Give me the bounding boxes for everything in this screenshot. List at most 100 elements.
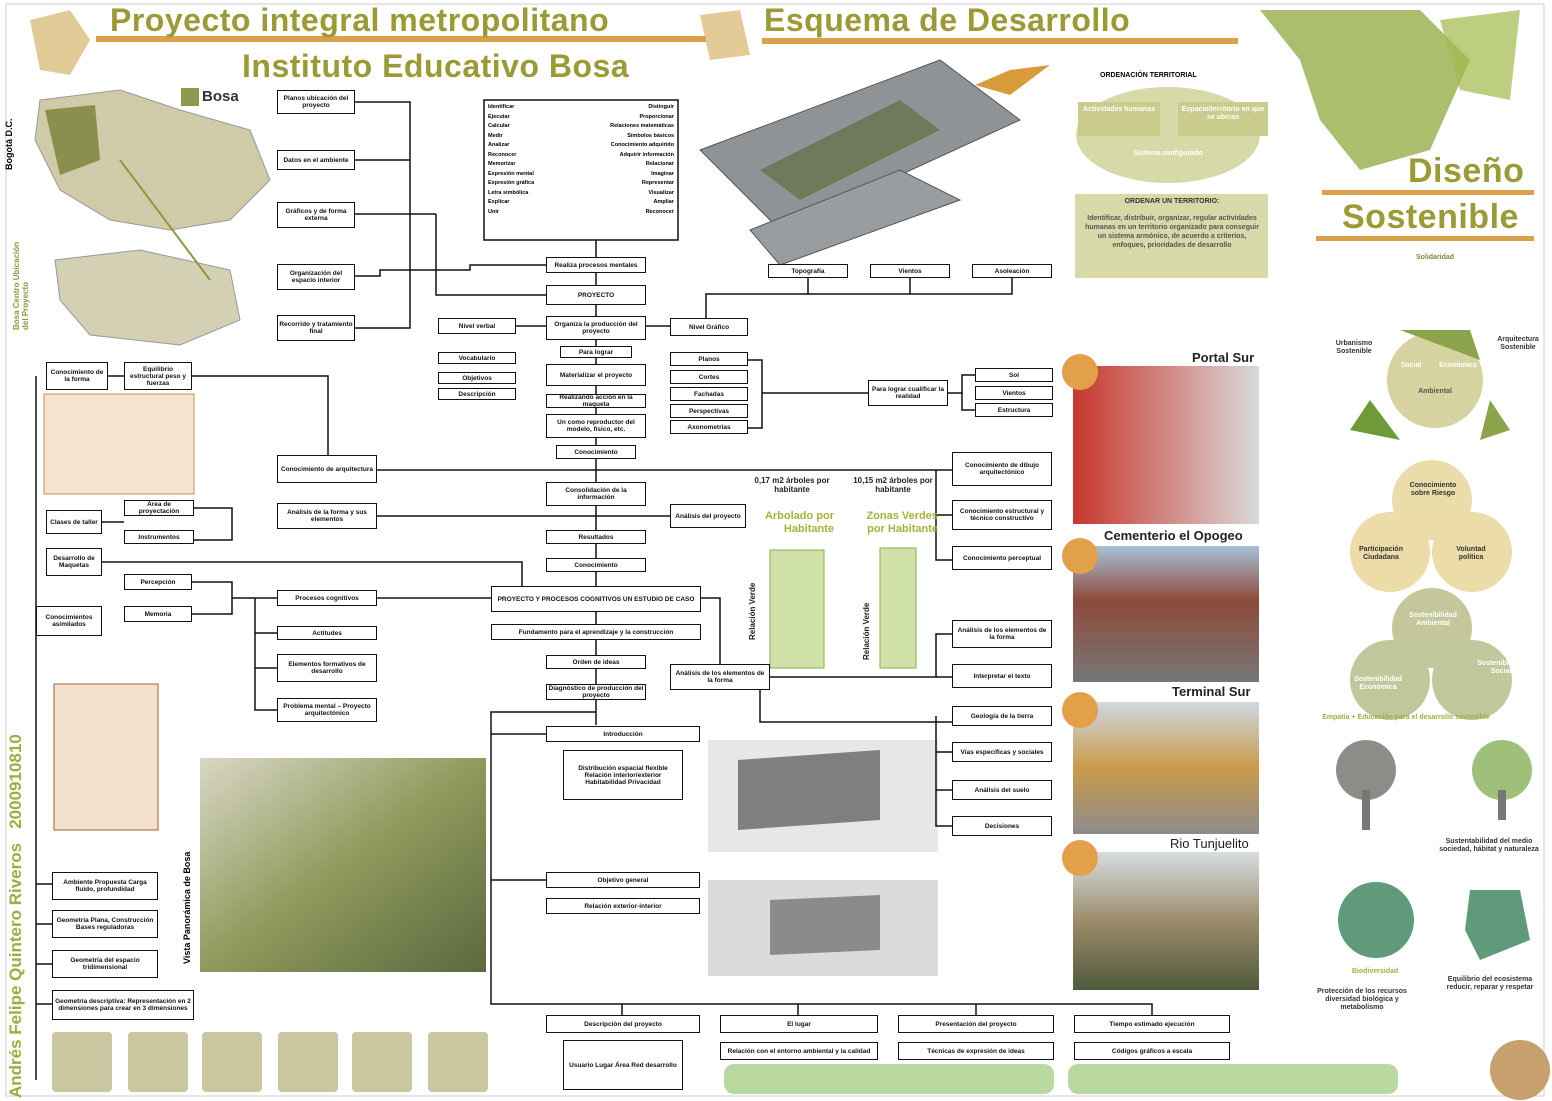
cycle-arrow (1480, 400, 1510, 440)
flow-box: Geometría del espacio tridimensional (52, 950, 158, 978)
verb: Relacionar (610, 160, 674, 170)
flow-box: Un como reproductor del modelo, físico, … (546, 414, 646, 438)
sustain-item: Equilibrio del ecosistema reducir, repar… (1436, 976, 1544, 992)
place-label: Cementerio el Opogeo (1104, 528, 1243, 543)
photo (1073, 366, 1259, 524)
flow-box: Presentación del proyecto (898, 1015, 1054, 1033)
aerial-photo (200, 758, 486, 972)
flow-box: Vocabulario (438, 352, 516, 364)
flow-box: Vientos (870, 264, 950, 278)
map-label: Bogotá D.C. (4, 90, 14, 170)
section-title: Diseño (1408, 152, 1524, 191)
connector (760, 690, 952, 722)
flow-box: Realizando acción en la maqueta (546, 394, 646, 408)
verb: Ampliar (610, 198, 674, 208)
flow-box: Memoria (124, 606, 192, 622)
flow-box: Desarrollo de Maquetas (46, 548, 102, 576)
flow-box: Tiempo estimado ejecución (1074, 1015, 1230, 1033)
flow-box: Materializar el proyecto (546, 364, 646, 386)
place-label: Rio Tunjuelito (1170, 836, 1249, 851)
camera-icon (1062, 538, 1098, 574)
sketch (44, 394, 194, 494)
verb: Memorizar (488, 160, 534, 170)
hand-icon (975, 65, 1050, 95)
recycle-icon (1465, 890, 1530, 960)
hand-icon (1490, 1040, 1550, 1100)
verb: Adquirir información (610, 151, 674, 161)
flow-box: Datos en el ambiente (277, 150, 355, 170)
flow-box: Elementos formativos de desarrollo (277, 654, 377, 682)
venn-label: Sostenibilidad Económica (1340, 676, 1416, 692)
flow-box: Para lograr cualificar la realidad (868, 380, 948, 406)
flow-box: Códigos gráficos a escala (1074, 1042, 1230, 1060)
connector (706, 278, 1012, 326)
flow-box: Geometría descriptiva: Representación en… (52, 990, 194, 1020)
render (738, 750, 880, 830)
flow-box: Relación con el entorno ambiental y la c… (720, 1042, 878, 1060)
connector (701, 598, 720, 664)
tree-figure (880, 548, 916, 668)
flow-box: Relación exterior-interior (546, 898, 700, 914)
verb: Medir (488, 132, 534, 142)
connector (255, 598, 277, 710)
locality-map (55, 250, 240, 345)
verb: Símbolos básicos (610, 132, 674, 142)
flow-box: Conocimientos asimilados (36, 606, 102, 636)
activity-icons (52, 1032, 488, 1092)
leaf-icon (700, 10, 750, 60)
flow-box: Equilibrio estructural peso y fuerzas (124, 362, 192, 390)
territory-label: Actividades humanas (1080, 106, 1158, 114)
icon-strip (1068, 1064, 1398, 1094)
venn-pillars (1350, 588, 1512, 720)
flow-box: Para lograr (560, 346, 632, 358)
green-stat-label: Zonas Verdes por Habitante (846, 510, 938, 536)
cycle-label: Solidaridad (1400, 254, 1470, 262)
connector (948, 375, 975, 393)
panorama-label: Vista Panorámica de Bosa (182, 852, 192, 964)
flow-box: Consolidación de la información (546, 482, 646, 506)
verb: Visualizar (610, 189, 674, 199)
flow-box: Fundamento para el aprendizaje y la cons… (491, 624, 701, 640)
verb: Expresión gráfica (488, 179, 534, 189)
photo (1073, 702, 1259, 834)
camera-icon (1062, 354, 1098, 390)
flow-box: Conocimiento estructural y técnico const… (952, 500, 1052, 530)
connector (748, 360, 762, 428)
tagline: Empatía + Educación para el desarrollo s… (1270, 714, 1542, 722)
verb: Explicar (488, 198, 534, 208)
flow-box: Instrumentos (124, 530, 194, 544)
flow-box: Objetivo general (546, 872, 700, 888)
flow-box: PROYECTO (546, 285, 646, 305)
flow-box: Gráficos y de forma externa (277, 202, 355, 228)
author: Andrés Felipe Quintero Riveros 200091081… (6, 734, 26, 1098)
cycle-label: Urbanismo Sostenible (1326, 340, 1382, 356)
verb: Proporcionar (610, 113, 674, 123)
verb: Representar (610, 179, 674, 189)
flow-box: Nivel verbal (438, 318, 516, 334)
icon-tile (202, 1032, 262, 1092)
icon-strip (724, 1064, 1054, 1094)
verb: Imaginar (610, 170, 674, 180)
territory-title: ORDENACIÓN TERRITORIAL (1100, 72, 1197, 79)
flow-box: Diagnóstico de producción del proyecto (546, 684, 646, 700)
territory-label: Sistema configurado (1128, 150, 1208, 158)
flow-box: Clases de taller (46, 510, 102, 534)
flow-box: Nivel Gráfico (670, 318, 748, 336)
poster-title: Proyecto integral metropolitano (110, 2, 609, 39)
green-axis-label: Relación Verde (748, 583, 757, 640)
icon-tile (428, 1032, 488, 1092)
venn-label: Conocimiento sobre Riesgo (1400, 482, 1466, 498)
photo (1073, 546, 1259, 682)
verb: Reconocer (488, 151, 534, 161)
icon-tile (278, 1032, 338, 1092)
flow-box: PROYECTO Y PROCESOS COGNITIVOS UN ESTUDI… (491, 586, 701, 612)
flow-box: Conocimiento de dibujo arquitectónico (952, 452, 1052, 486)
poster: Proyecto integral metropolitano Esquema … (0, 0, 1552, 1101)
flow-box: Problema mental – Proyecto arquitectónic… (277, 698, 377, 722)
flow-box: Decisiones (952, 816, 1052, 836)
poster-subtitle: Instituto Educativo Bosa (242, 48, 629, 85)
flow-box: Vías específicas y sociales (952, 742, 1052, 762)
verb: Conocimiento adquirido (610, 141, 674, 151)
tree-icon (1498, 790, 1506, 820)
verb: Relaciones matemáticas (610, 122, 674, 132)
